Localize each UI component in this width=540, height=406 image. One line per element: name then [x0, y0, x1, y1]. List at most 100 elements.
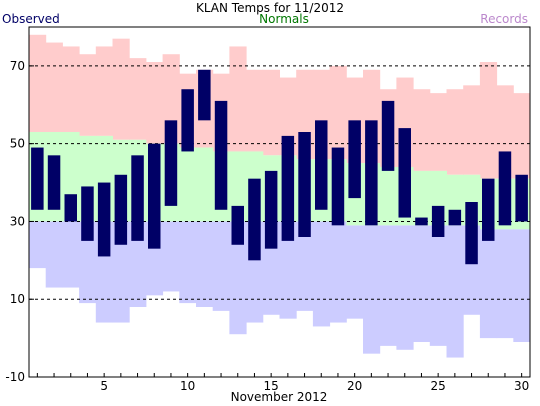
observed-bar: [264, 170, 278, 249]
record-low-bar: [513, 229, 531, 342]
observed-bar: [198, 69, 211, 121]
record-low-bar: [413, 225, 431, 342]
record-high-bar: [29, 34, 47, 132]
normal-range-bar: [413, 170, 431, 226]
normal-range-bar: [379, 167, 397, 226]
x-axis-label: November 2012: [231, 390, 328, 404]
record-high-bar: [329, 65, 347, 160]
observed-bar: [31, 147, 44, 210]
observed-bars: [31, 69, 528, 265]
record-low-bar: [446, 225, 464, 358]
record-low-bar: [396, 225, 414, 350]
normal-range-bar: [179, 147, 197, 222]
record-high-bar: [463, 85, 481, 175]
observed-legend-label: Observed: [2, 12, 60, 26]
record-low-bar: [496, 229, 514, 339]
observed-bar: [431, 205, 445, 237]
record-high-bar: [429, 93, 447, 171]
record-high-bar: [129, 58, 147, 140]
record-low-bar: [329, 221, 347, 323]
observed-bar: [482, 178, 495, 241]
x-axis: 5 10 15 20 25 30: [36, 373, 529, 393]
record-high-bar: [446, 89, 464, 175]
observed-bar: [97, 182, 111, 257]
record-high-bar: [246, 69, 264, 152]
observed-bar: [281, 135, 295, 241]
observed-bar: [131, 155, 144, 241]
x-tick-label: 5: [100, 379, 108, 393]
record-low-bar: [45, 221, 63, 288]
record-low-bar: [79, 221, 97, 304]
observed-bar: [148, 143, 161, 249]
record-high-bar: [479, 62, 498, 179]
normals-legend-label: Normals: [259, 12, 309, 26]
observed-bar: [448, 209, 462, 226]
record-high-bar: [229, 46, 247, 152]
observed-bar: [515, 174, 528, 222]
observed-bar: [114, 174, 128, 245]
y-tick-label: -10: [5, 370, 25, 384]
record-high-bar: [262, 69, 280, 156]
record-high-bar: [79, 54, 97, 136]
x-tick-label: 25: [431, 379, 446, 393]
x-tick-label: 15: [264, 379, 279, 393]
observed-bar: [164, 120, 178, 206]
record-high-bar: [413, 89, 431, 171]
observed-bar: [81, 186, 94, 241]
observed-bar: [465, 202, 478, 265]
record-low-bar: [112, 221, 130, 323]
record-high-bar: [45, 42, 63, 132]
record-high-bar: [513, 93, 531, 179]
x-tick-label: 20: [347, 379, 362, 393]
y-axis: -10 10 30 50 70: [5, 59, 34, 384]
observed-bar: [248, 178, 261, 261]
observed-bar: [348, 120, 361, 199]
y-tick-label: 50: [10, 137, 25, 151]
observed-bar: [331, 147, 345, 226]
observed-bar: [498, 151, 512, 226]
record-low-bar: [229, 221, 247, 335]
record-low-bar: [29, 221, 47, 269]
record-high-bar: [145, 62, 164, 144]
normal-range-bar: [229, 151, 247, 222]
y-tick-label: 30: [10, 214, 25, 228]
record-low-bar: [379, 225, 397, 346]
observed-bar: [315, 120, 328, 210]
observed-bar: [381, 100, 395, 171]
plot-frame: [28, 26, 531, 378]
y-tick-label: 10: [10, 292, 25, 306]
y-tick-label: 70: [10, 59, 25, 73]
record-low-bar: [479, 229, 498, 339]
record-high-bar: [112, 38, 130, 140]
record-low-bar: [346, 225, 364, 319]
record-low-bar: [212, 221, 230, 311]
record-low-bar: [62, 221, 80, 288]
record-low-bar: [162, 221, 180, 292]
observed-bar: [415, 217, 428, 226]
record-high-bar: [62, 46, 80, 132]
observed-bar: [47, 155, 61, 210]
chart-title: KLAN Temps for 11/2012: [196, 1, 344, 15]
record-low-bar: [363, 225, 381, 354]
record-low-bar: [296, 221, 314, 311]
observed-bar: [231, 205, 244, 245]
record-low-bar: [279, 221, 297, 319]
observed-bar: [214, 100, 228, 210]
observed-bar: [64, 194, 77, 222]
records-legend-label: Records: [480, 12, 528, 26]
observed-bar: [365, 120, 378, 226]
record-high-bar: [95, 46, 113, 136]
record-bars: [29, 34, 531, 358]
record-low-bar: [179, 221, 197, 304]
normal-range-bar: [196, 147, 214, 222]
observed-bar: [298, 132, 311, 237]
record-low-bar: [129, 221, 147, 307]
observed-bar: [398, 128, 411, 218]
record-low-bar: [196, 221, 214, 307]
x-tick-label: 10: [180, 379, 195, 393]
x-tick-label: 30: [514, 379, 529, 393]
record-low-bar: [312, 221, 331, 327]
record-low-bar: [429, 225, 447, 346]
observed-bar: [181, 89, 194, 152]
